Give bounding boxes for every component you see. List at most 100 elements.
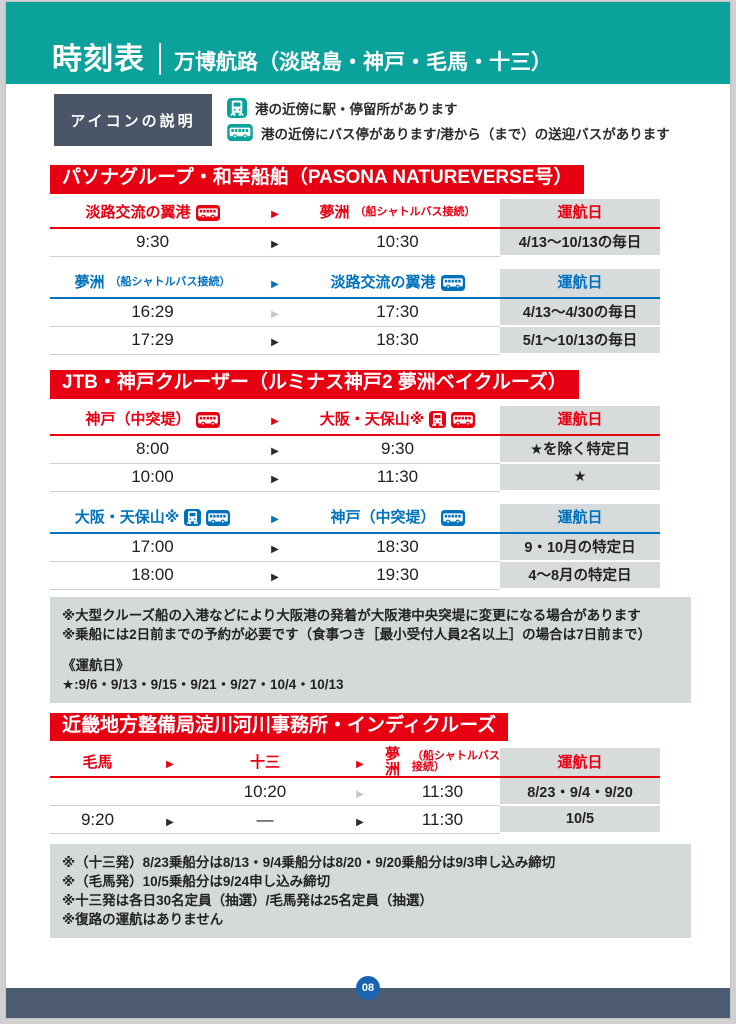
- column-header-kema: 毛馬: [50, 748, 145, 779]
- timetable-indycruise: 毛馬 十三 夢洲 （船シャトルバス接続） 運航日 10:20 11:30 8/23…: [50, 746, 660, 835]
- operating-days: 4/13～4/30の毎日: [500, 298, 660, 327]
- bus-icon: [196, 412, 220, 428]
- note-line: ※乗船には2日前までの予約が必要です（食事つき［最小受付人員2名以上］の場合は7…: [62, 626, 652, 642]
- note-line: ※復路の運航はありません: [62, 912, 224, 928]
- column-header-departure: 夢洲 （船シャトルバス接続）: [50, 269, 255, 299]
- bus-icon: [196, 205, 220, 221]
- operating-days: 4/13～10/13の毎日: [500, 228, 660, 257]
- arrow-cell: [255, 436, 295, 464]
- bus-icon: [227, 124, 253, 141]
- column-header-arrival: 神戸（中突堤）: [295, 504, 500, 534]
- timetable-jtb-return: 大阪・天保山※ 神戸（中突堤） 運航日 17:00 18:30 9・10月の特定…: [50, 503, 660, 590]
- section-title: 近畿地方整備局淀川河川事務所・インディクルーズ: [50, 712, 509, 742]
- arrow-icon: [166, 810, 174, 830]
- arrow-cell: [335, 778, 385, 807]
- bus-icon: [206, 510, 230, 526]
- direction-header: [255, 504, 295, 534]
- legend-item-bus: 港の近傍にバス停があります/港から（まで）の送迎バスがあります: [227, 123, 670, 143]
- page-number-badge: 08: [356, 976, 380, 1000]
- section-notes: ※大型クルーズ船の入港などにより大阪港の発着が大阪港中央突堤に変更になる場合があ…: [50, 596, 691, 703]
- station-name: 神戸（中突堤）: [330, 509, 436, 527]
- section-pasona: パソナグループ・和幸船舶（PASONA NATUREVERSE号） 淡路交流の翼…: [50, 165, 730, 355]
- arrow-icon: [271, 565, 279, 585]
- station-name: 神戸（中突堤）: [85, 411, 191, 429]
- bus-icon: [451, 412, 475, 428]
- direction-header: [145, 748, 195, 779]
- direction-header: [255, 406, 295, 436]
- note-blank-line: [62, 644, 679, 656]
- arrival-time: 11:30: [385, 806, 500, 835]
- column-header-juso: 十三: [195, 748, 335, 779]
- arrival-time: 18:30: [295, 534, 500, 562]
- timetable-pasona-outbound: 淡路交流の翼港 夢洲 （船シャトルバス接続） 運航日 9:30 10:30 4/1…: [50, 198, 660, 257]
- arrival-time: 10:30: [295, 229, 500, 257]
- arrow-cell: [255, 327, 295, 355]
- station-name: 淡路交流の翼港: [85, 204, 191, 222]
- arrow-icon: [271, 467, 279, 487]
- column-header-dates: 運航日: [500, 503, 660, 534]
- station-name: 夢洲: [385, 746, 401, 779]
- column-header-arrival: 大阪・天保山※: [295, 406, 500, 436]
- station-name: 淡路交流の翼港: [330, 274, 436, 292]
- arrow-icon: [356, 782, 364, 802]
- arrow-icon: [271, 275, 279, 290]
- page-header: 時刻表 万博航路（淡路島・神戸・毛馬・十三）: [6, 2, 730, 84]
- legend-item-text: 港の近傍に駅・停留所があります: [255, 101, 458, 117]
- departure-time: 10:00: [50, 464, 255, 492]
- direction-header: [335, 748, 385, 779]
- icon-legend: アイコンの説明 港の近傍に駅・停留所があります 港の近傍にバス停があります/港か…: [54, 94, 730, 146]
- arrival-time: 17:30: [295, 299, 500, 327]
- operating-days: ★: [500, 463, 660, 492]
- arrow-icon: [271, 330, 279, 350]
- page-footer: 08: [6, 976, 730, 1018]
- departure-time: [50, 778, 145, 807]
- departure-time: 9:30: [50, 229, 255, 257]
- departure-time: 17:00: [50, 534, 255, 562]
- arrow-icon: [271, 205, 279, 220]
- legend-item-text: 港の近傍にバス停があります/港から（まで）の送迎バスがあります: [261, 126, 670, 142]
- bus-icon: [441, 275, 465, 291]
- arrow-icon: [356, 810, 364, 830]
- direction-header: [255, 199, 295, 229]
- arrow-icon: [356, 755, 364, 770]
- operating-days: 10/5: [500, 806, 660, 835]
- section-indycruise: 近畿地方整備局淀川河川事務所・インディクルーズ 毛馬 十三 夢洲 （船シャトルバス…: [50, 712, 730, 939]
- arrival-time: 9:30: [295, 436, 500, 464]
- note-line: 《運航日》: [62, 657, 130, 673]
- section-jtb: JTB・神戸クルーザー（ルミナス神戸2 夢洲ベイクルーズ） 神戸（中突堤） 大阪…: [50, 369, 730, 703]
- intermediate-time: ―: [195, 806, 335, 835]
- arrow-icon: [166, 755, 174, 770]
- note-line: ※（十三発）8/23乗船分は8/13・9/4乗船分は8/20・9/20乗船分は9…: [62, 855, 556, 871]
- departure-time: 16:29: [50, 299, 255, 327]
- arrival-time: 11:30: [295, 464, 500, 492]
- legend-item-train: 港の近傍に駅・停留所があります: [227, 98, 670, 118]
- operating-days: 4～8月の特定日: [500, 561, 660, 590]
- station-suffix: （船シャトルバス接続）: [411, 750, 500, 774]
- arrival-time: 19:30: [295, 562, 500, 590]
- arrow-cell: [145, 778, 195, 807]
- operating-days: ★を除く特定日: [500, 435, 660, 464]
- column-header-departure: 神戸（中突堤）: [50, 406, 255, 436]
- departure-time: 8:00: [50, 436, 255, 464]
- arrow-icon: [271, 232, 279, 252]
- column-header-arrival: 淡路交流の翼港: [295, 269, 500, 299]
- station-suffix: （船シャトルバス接続）: [354, 206, 476, 219]
- station-name: 十三: [249, 753, 280, 771]
- train-icon: [227, 98, 247, 118]
- page-title: 時刻表: [52, 43, 145, 76]
- train-icon: [184, 509, 201, 526]
- departure-time: 9:20: [50, 806, 145, 835]
- station-name: 夢洲: [74, 274, 105, 292]
- note-line: ※大型クルーズ船の入港などにより大阪港の発着が大阪港中央突堤に変更になる場合があ…: [62, 607, 641, 623]
- arrow-cell: [335, 806, 385, 835]
- arrow-cell: [255, 534, 295, 562]
- document-page: 時刻表 万博航路（淡路島・神戸・毛馬・十三） アイコンの説明 港の近傍に駅・停留…: [6, 2, 730, 1018]
- title-divider: [159, 43, 161, 75]
- operating-days: 9・10月の特定日: [500, 533, 660, 562]
- note-line: ※十三発は各日30名定員（抽選）/毛馬発は25名定員（抽選）: [62, 893, 433, 909]
- direction-header: [255, 269, 295, 299]
- station-suffix: （船シャトルバス接続）: [109, 276, 231, 289]
- column-header-dates: 運航日: [500, 268, 660, 299]
- arrow-icon: [271, 537, 279, 557]
- arrow-icon: [271, 412, 279, 427]
